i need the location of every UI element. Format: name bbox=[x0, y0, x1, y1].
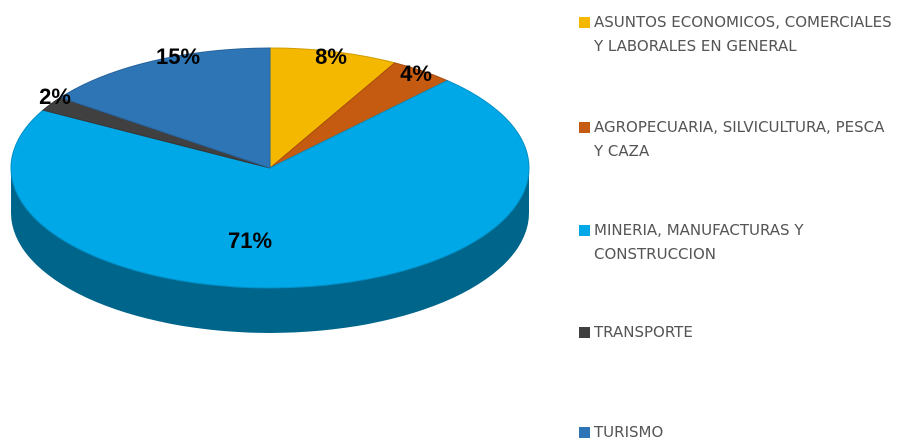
legend-item: TURISMO bbox=[579, 420, 894, 443]
legend-swatch bbox=[579, 225, 590, 236]
data-label: 15% bbox=[156, 44, 200, 69]
legend-item: TRANSPORTE bbox=[579, 320, 894, 344]
data-label: 8% bbox=[315, 44, 347, 69]
legend-item: AGROPECUARIA, SILVICULTURA, PESCA Y CAZA bbox=[579, 115, 894, 163]
data-label: 4% bbox=[400, 61, 432, 86]
legend-swatch bbox=[579, 17, 590, 28]
pie-area: 8% 4% 71% 2% 15% bbox=[10, 44, 530, 333]
legend-swatch bbox=[579, 122, 590, 133]
legend-label: TURISMO bbox=[594, 423, 664, 441]
legend-label: TRANSPORTE bbox=[594, 323, 693, 341]
legend-label: MINERIA, MANUFACTURAS Y CONSTRUCCION bbox=[594, 221, 804, 263]
legend-item: MINERIA, MANUFACTURAS Y CONSTRUCCION bbox=[579, 218, 894, 266]
legend-label: AGROPECUARIA, SILVICULTURA, PESCA Y CAZA bbox=[594, 118, 885, 160]
data-label: 71% bbox=[228, 228, 272, 253]
slice bbox=[59, 47, 271, 169]
legend-swatch bbox=[579, 427, 590, 438]
slice bbox=[269, 47, 396, 170]
legend-swatch bbox=[579, 327, 590, 338]
data-label: 2% bbox=[39, 84, 71, 109]
legend-item: ASUNTOS ECONOMICOS, COMERCIALES Y LABORA… bbox=[579, 10, 894, 58]
slice-side bbox=[11, 168, 529, 333]
slice bbox=[10, 79, 530, 289]
legend-label: ASUNTOS ECONOMICOS, COMERCIALES Y LABORA… bbox=[594, 13, 892, 55]
